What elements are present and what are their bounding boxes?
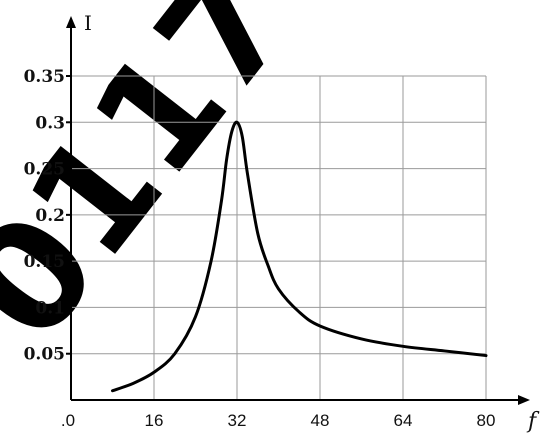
tick-labels: 0.05 0.1 0.15 0.2 0.25 0.3 0.35 .0 16 32 48 64 80 xyxy=(24,67,496,430)
x-tick-label: 32 xyxy=(228,411,247,430)
x-tick-label: 80 xyxy=(477,411,496,430)
y-tick-label: 0.05 xyxy=(24,345,65,365)
y-tick-label: 0.1 xyxy=(35,298,65,318)
y-tick-label: 0.3 xyxy=(35,113,65,133)
series-line xyxy=(111,120,488,393)
axes xyxy=(66,16,530,405)
series xyxy=(111,120,488,393)
x-tick-label: 16 xyxy=(145,411,164,430)
y-axis-label: I xyxy=(84,11,92,35)
watermark: 011765 xyxy=(0,0,454,372)
x-tick-label: .0 xyxy=(61,411,75,430)
x-axis-arrow xyxy=(518,395,530,405)
y-tick-label: 0.25 xyxy=(24,160,65,180)
y-tick-label: 0.2 xyxy=(35,206,65,226)
y-tick-label: 0.15 xyxy=(24,252,65,272)
y-tick-label: 0.35 xyxy=(24,67,65,87)
x-tick-label: 64 xyxy=(394,411,413,430)
y-axis-arrow xyxy=(66,16,76,28)
x-axis-label: f xyxy=(526,409,540,434)
x-tick-label: 48 xyxy=(311,411,330,430)
